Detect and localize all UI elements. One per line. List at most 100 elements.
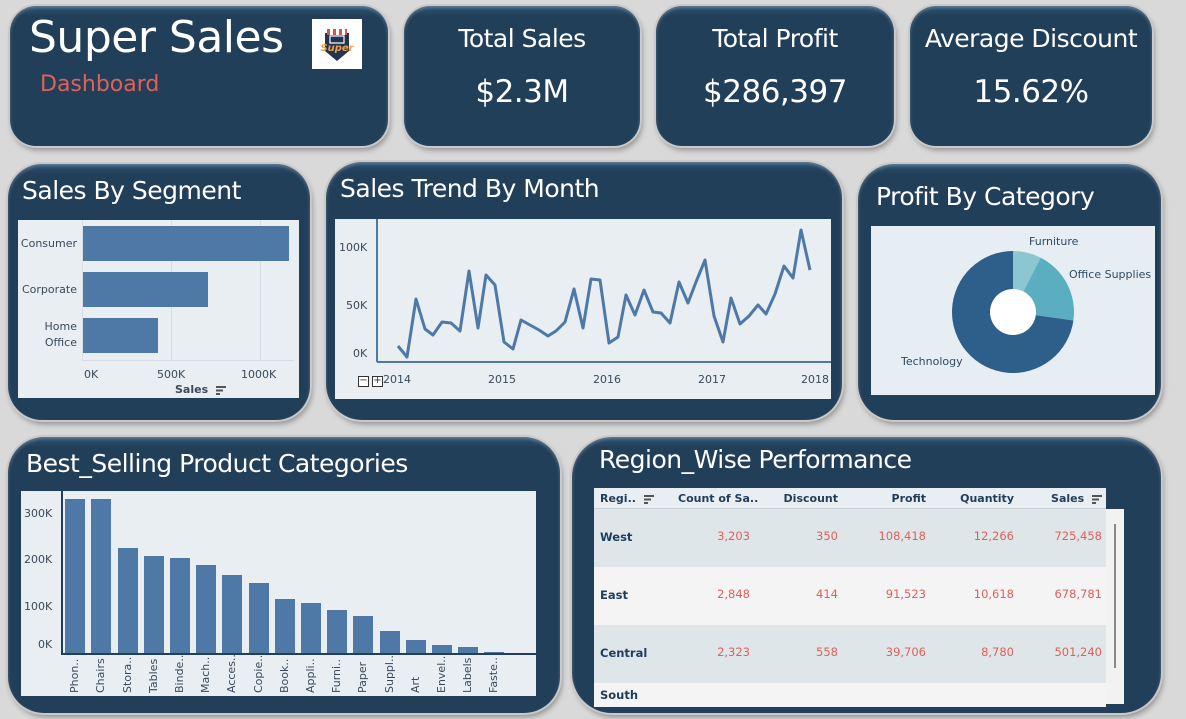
x-label: Book.. <box>278 658 291 693</box>
segment-label-home: Home <box>44 320 77 333</box>
zoom-in-button[interactable]: + <box>372 375 383 387</box>
product-bar[interactable] <box>249 583 269 653</box>
segment-label-office: Office <box>44 336 77 349</box>
trend-line-plot[interactable] <box>335 219 831 399</box>
store-logo-icon: Super <box>312 19 362 69</box>
segment-label-corporate: Corporate <box>22 283 77 296</box>
x-tick: 500K <box>157 368 186 381</box>
cell-region: West <box>600 530 633 544</box>
x-tick: 2015 <box>488 373 516 386</box>
product-bar[interactable] <box>301 603 321 653</box>
x-label: Tables <box>147 658 160 693</box>
x-label: Copie.. <box>252 654 265 693</box>
kpi-value: $2.3M <box>475 74 569 110</box>
segment-bar-corporate[interactable] <box>83 272 208 307</box>
table-row[interactable]: East 2,848 414 91,523 10,618 678,781 <box>594 567 1106 625</box>
kpi-average-discount: Average Discount 15.62% <box>910 6 1152 146</box>
cell-profit: 108,418 <box>878 529 926 543</box>
column-header-quantity[interactable]: Quantity <box>960 492 1014 505</box>
product-bar[interactable] <box>432 645 452 653</box>
sort-icon[interactable] <box>643 494 654 504</box>
product-bar[interactable] <box>406 640 426 653</box>
column-header-sales[interactable]: Sales <box>1051 492 1102 505</box>
products-bar-chart[interactable]: 300K 200K 100K 0K Phon.. Chairs Stora.. … <box>21 491 536 696</box>
region-performance-card: Region_Wise Performance Regi.. Count of … <box>572 437 1161 713</box>
card-title: Region_Wise Performance <box>599 445 912 474</box>
product-bar[interactable] <box>327 610 347 653</box>
kpi-label: Total Profit <box>712 24 838 53</box>
segment-bar-consumer[interactable] <box>83 226 289 261</box>
product-bar[interactable] <box>91 499 111 653</box>
label-furniture: Furniture <box>1029 235 1079 248</box>
product-bar[interactable] <box>65 499 85 653</box>
column-header-region[interactable]: Regi.. <box>600 492 654 505</box>
cell-sales: 678,781 <box>1054 587 1102 601</box>
product-bar[interactable] <box>170 558 190 653</box>
cell-count: 3,203 <box>717 529 750 543</box>
x-axis-label: Sales <box>175 383 209 396</box>
x-tick: 2014 <box>383 373 411 386</box>
zoom-out-button[interactable]: − <box>358 375 369 387</box>
y-tick: 100K <box>339 241 368 254</box>
product-bar[interactable] <box>144 556 164 653</box>
x-label: Chairs <box>94 658 107 693</box>
trend-chart[interactable]: 100K 50K 0K − + 2014 2015 2016 2017 2018 <box>335 219 831 399</box>
x-label: Suppl.. <box>383 655 396 693</box>
cell-profit: 39,706 <box>885 645 926 659</box>
cell-region: East <box>600 588 628 602</box>
table-header: Regi.. Count of Sa.. Discount Profit Qua… <box>594 488 1106 509</box>
segment-chart[interactable]: Consumer Corporate Home Office 0K 500K 1… <box>18 220 299 398</box>
x-label: Labels <box>461 657 474 693</box>
product-bar[interactable] <box>353 616 373 653</box>
kpi-total-profit: Total Profit $286,397 <box>656 6 894 146</box>
sort-icon[interactable] <box>215 385 226 395</box>
x-axis-title[interactable]: Sales <box>175 383 226 396</box>
cell-quantity: 10,618 <box>973 587 1014 601</box>
donut-plot[interactable] <box>871 226 1155 395</box>
x-label: Phon.. <box>68 658 81 693</box>
region-table: Regi.. Count of Sa.. Discount Profit Qua… <box>594 488 1125 707</box>
y-tick: 100K <box>24 600 53 613</box>
cell-quantity: 12,266 <box>973 529 1014 543</box>
label-office-supplies: Office Supplies <box>1069 268 1152 281</box>
cell-discount: 414 <box>816 587 838 601</box>
x-label: Stora.. <box>121 656 134 693</box>
x-label: Faste.. <box>487 657 500 693</box>
product-bar[interactable] <box>484 652 504 653</box>
card-title: Sales Trend By Month <box>340 174 600 203</box>
cell-count: 2,323 <box>717 645 750 659</box>
product-bar[interactable] <box>196 565 216 653</box>
column-header-discount[interactable]: Discount <box>783 492 838 505</box>
cell-discount: 558 <box>816 645 838 659</box>
product-bar[interactable] <box>118 548 138 653</box>
sort-icon[interactable] <box>1092 494 1102 504</box>
x-label: Mach.. <box>199 656 212 693</box>
y-tick: 50K <box>346 299 368 312</box>
column-header-count[interactable]: Count of Sa.. <box>678 492 759 505</box>
cell-quantity: 8,780 <box>981 645 1014 659</box>
sales-by-segment-card: Sales By Segment Consumer Corporate Home… <box>8 164 310 420</box>
y-tick: 300K <box>24 507 53 520</box>
table-scrollbar-track[interactable] <box>1106 509 1124 704</box>
kpi-total-sales: Total Sales $2.3M <box>404 6 640 146</box>
table-row[interactable]: South <box>594 683 1106 707</box>
cell-sales: 725,458 <box>1054 529 1102 543</box>
cell-sales: 501,240 <box>1054 645 1102 659</box>
category-donut-chart[interactable]: Furniture Office Supplies Technology <box>871 226 1155 395</box>
column-header-profit[interactable]: Profit <box>891 492 926 505</box>
table-scrollbar-thumb[interactable] <box>1114 524 1116 668</box>
product-bar[interactable] <box>380 631 400 653</box>
product-bar[interactable] <box>458 647 478 653</box>
x-label: Furni.. <box>330 658 343 693</box>
segment-label-consumer: Consumer <box>20 237 77 250</box>
table-row[interactable]: Central 2,323 558 39,706 8,780 501,240 <box>594 625 1106 683</box>
table-row[interactable]: West 3,203 350 108,418 12,266 725,458 <box>594 509 1106 567</box>
product-bar[interactable] <box>222 575 242 653</box>
x-tick: 2018 <box>801 373 829 386</box>
segment-bar-home-office[interactable] <box>83 318 158 353</box>
product-bar[interactable] <box>275 599 295 653</box>
sales-trend-card: Sales Trend By Month 100K 50K 0K − + 201… <box>326 162 842 420</box>
header-card: Super Sales Dashboard Super <box>10 6 388 146</box>
x-label: Binde.. <box>173 654 186 693</box>
x-label: Appli.. <box>304 658 317 693</box>
